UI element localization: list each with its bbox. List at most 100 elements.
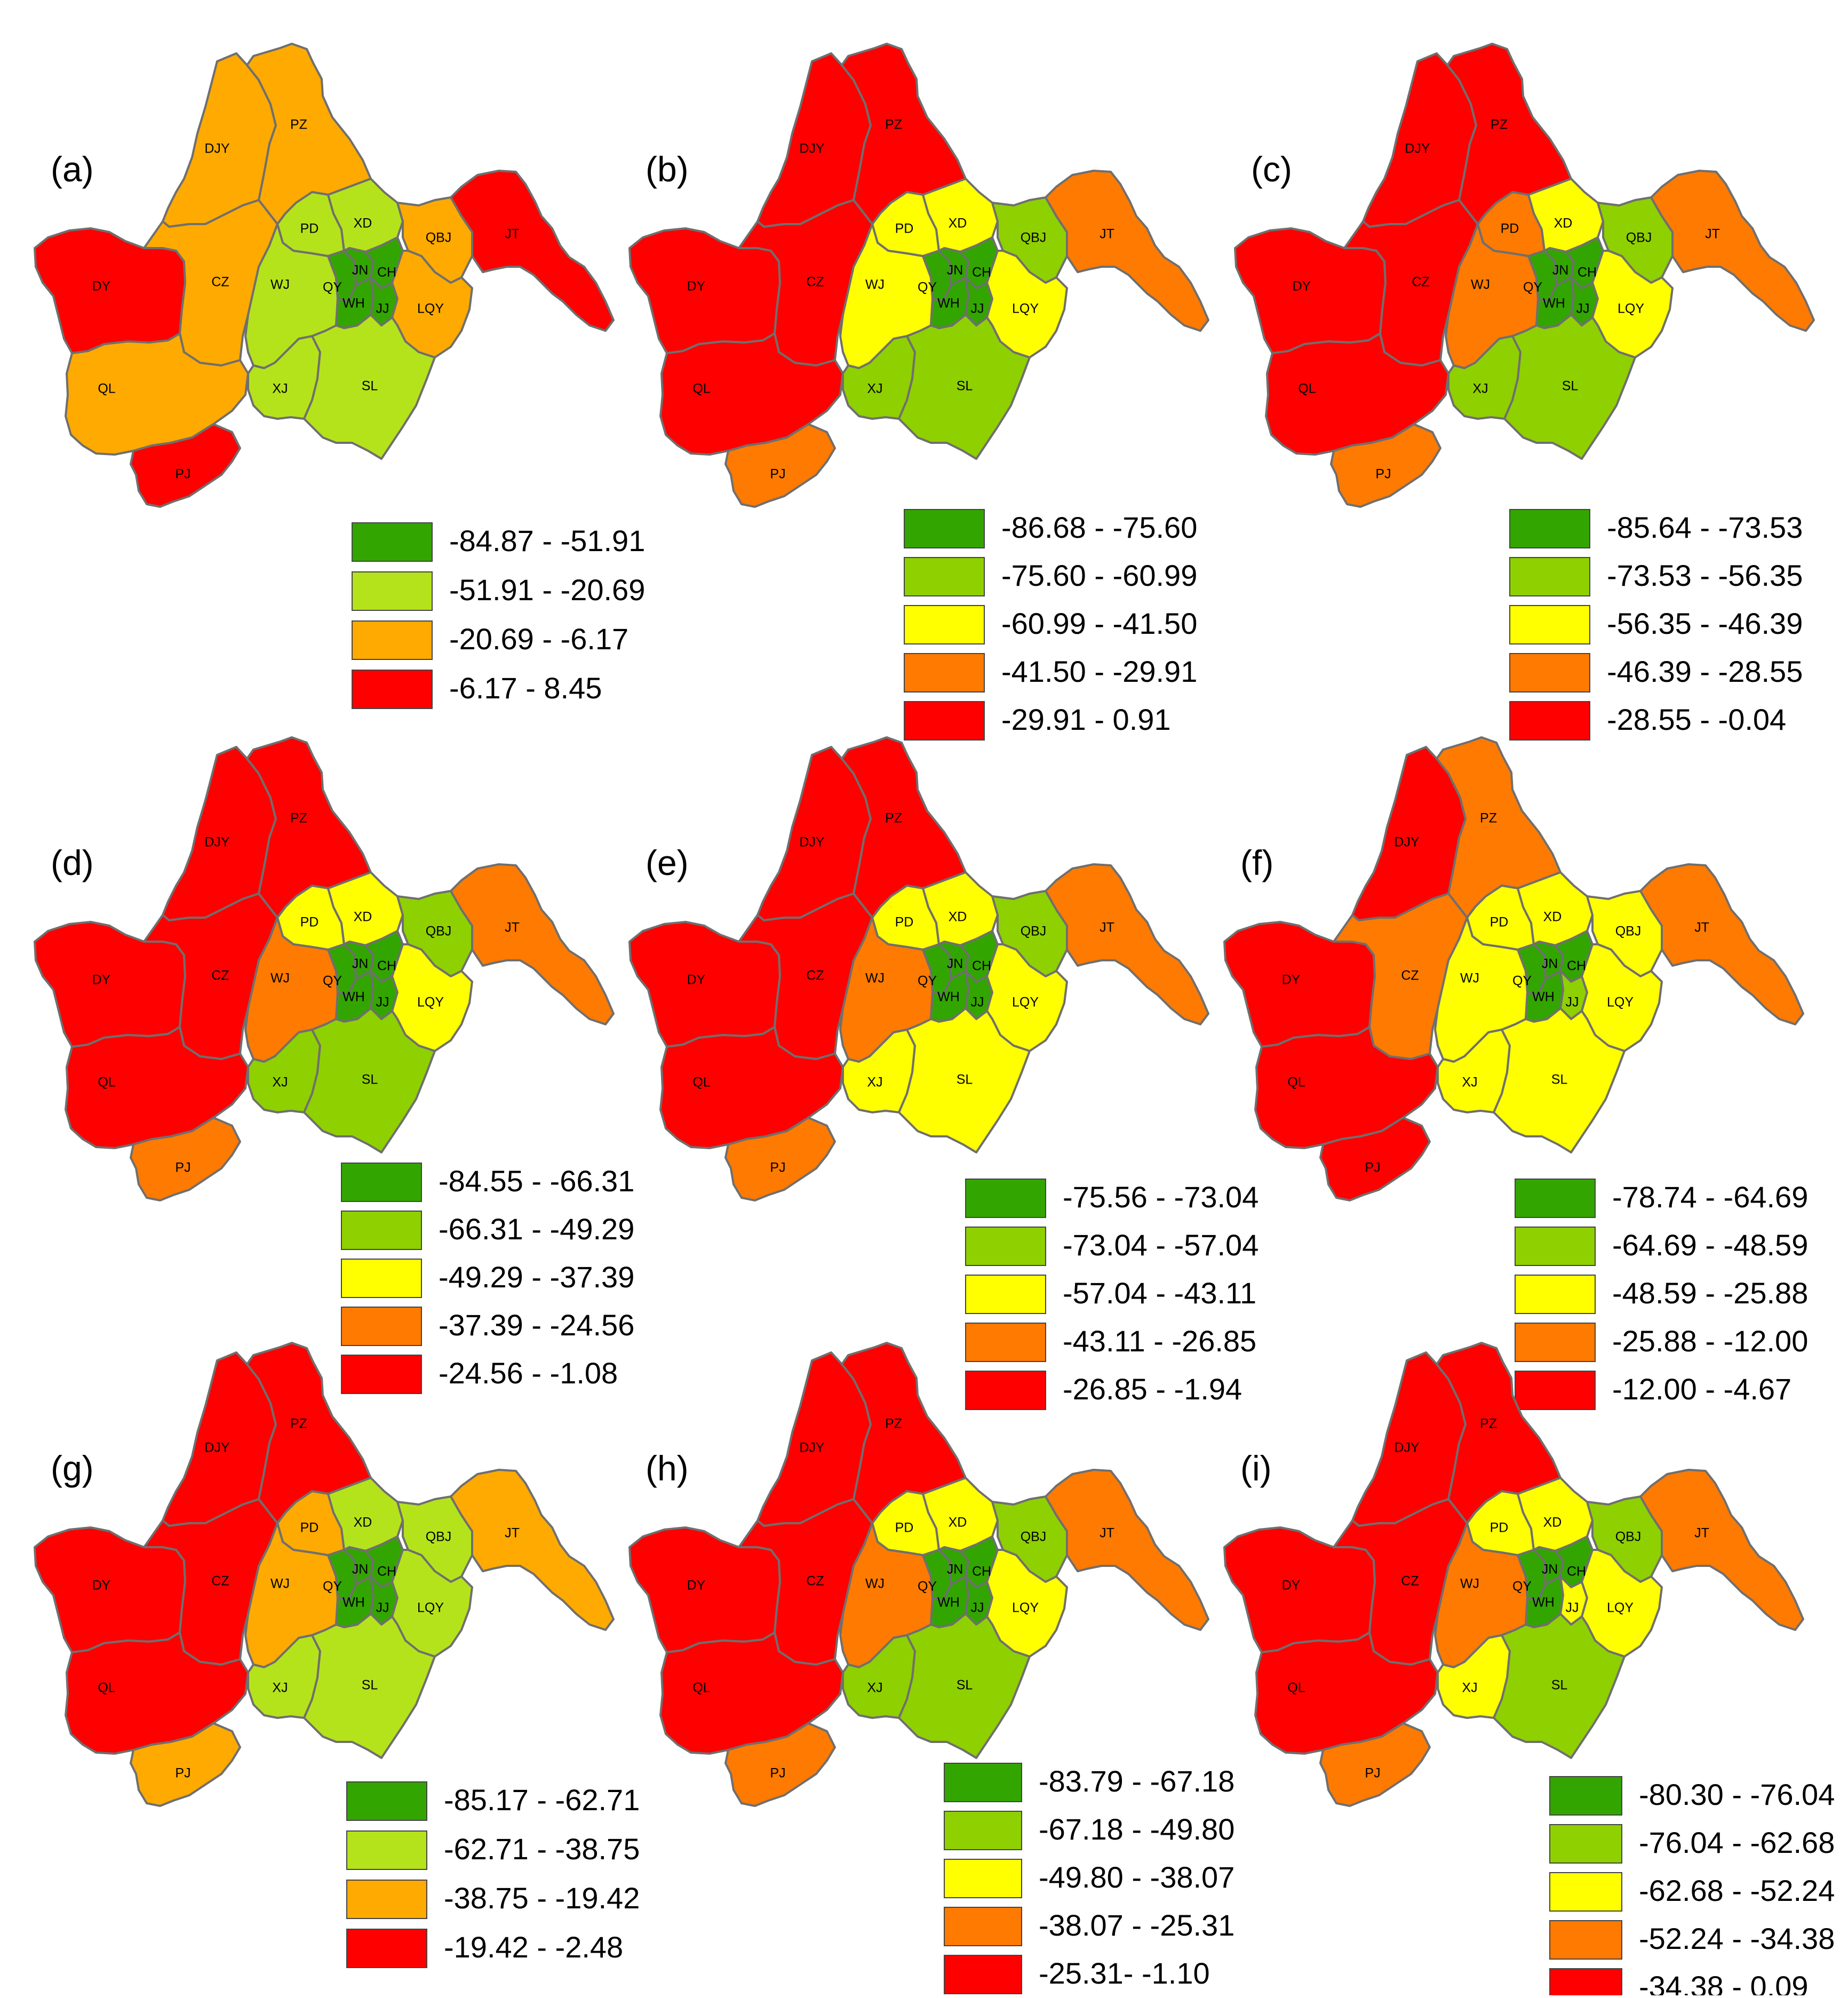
district-label-pz: PZ xyxy=(1480,1416,1497,1431)
legend-swatch xyxy=(1509,701,1590,741)
district-label-ch: CH xyxy=(972,959,991,974)
district-label-qy: QY xyxy=(918,280,937,295)
district-sl xyxy=(1503,314,1636,460)
district-label-ch: CH xyxy=(377,959,396,974)
panel-letter: (c) xyxy=(1251,149,1292,189)
district-pj xyxy=(724,1117,836,1201)
district-label-sl: SL xyxy=(1551,1072,1568,1087)
district-label-xj: XJ xyxy=(1462,1075,1477,1090)
legend-swatch xyxy=(1549,1872,1622,1912)
legend-swatch xyxy=(341,1211,422,1250)
district-ql xyxy=(659,1631,844,1755)
legend-swatch xyxy=(352,670,433,709)
legend-swatch xyxy=(341,1307,422,1346)
district-label-dy: DY xyxy=(1282,973,1301,988)
district-label-jt: JT xyxy=(1705,227,1720,242)
district-label-ch: CH xyxy=(377,1564,396,1579)
legend-swatch xyxy=(965,1371,1046,1410)
district-label-sl: SL xyxy=(1562,379,1579,394)
legend-swatch xyxy=(346,1781,427,1821)
district-label-jn: JN xyxy=(1542,1562,1558,1577)
district-label-pz: PZ xyxy=(1491,117,1508,132)
legend-swatch xyxy=(904,653,985,692)
district-label-dy: DY xyxy=(92,279,111,294)
district-label-sl: SL xyxy=(957,1072,973,1087)
legend-swatch xyxy=(1509,653,1590,692)
district-label-ch: CH xyxy=(972,265,991,280)
district-label-jn: JN xyxy=(352,957,369,972)
legend-swatch xyxy=(904,701,985,741)
district-label-ql: QL xyxy=(98,381,115,396)
legend-label: -51.91 - -20.69 xyxy=(449,573,645,607)
district-label-jj: JJ xyxy=(376,1601,389,1615)
district-label-jj: JJ xyxy=(376,301,389,316)
district-label-cz: CZ xyxy=(806,968,824,983)
district-sl xyxy=(303,1007,436,1153)
map-panel-e: (e) DJY PZ DY CZ PD XD QBJ JT WJ QY JN CH WH JJ LQY QL XJ… xyxy=(628,736,1209,1201)
district-label-dy: DY xyxy=(1293,279,1311,294)
legend-label: -38.75 - -19.42 xyxy=(444,1881,640,1915)
district-label-jj: JJ xyxy=(971,1601,984,1615)
panel-letter: (b) xyxy=(646,149,689,189)
legend-swatch xyxy=(1509,605,1590,644)
legend-swatch xyxy=(965,1275,1046,1314)
district-label-djy: DJY xyxy=(204,835,230,850)
district-label-qbj: QBJ xyxy=(1615,1530,1642,1545)
district-label-wh: WH xyxy=(937,1595,960,1610)
legend-swatch xyxy=(1549,1776,1622,1816)
district-label-pd: PD xyxy=(895,915,914,930)
legend-swatch xyxy=(346,1880,427,1919)
legend-label: -56.35 - -46.39 xyxy=(1607,607,1803,640)
district-label-jn: JN xyxy=(947,263,963,278)
district-label-jt: JT xyxy=(1694,920,1709,935)
district-ql xyxy=(659,1026,844,1149)
district-label-ch: CH xyxy=(1578,265,1597,280)
district-label-djy: DJY xyxy=(799,835,825,850)
district-sl xyxy=(303,314,436,460)
legend-label: -83.79 - -67.18 xyxy=(1039,1764,1234,1798)
district-label-jn: JN xyxy=(1552,263,1569,278)
district-label-cz: CZ xyxy=(211,1574,229,1589)
legend-swatch xyxy=(904,605,985,644)
district-label-lqy: LQY xyxy=(1607,1601,1634,1615)
legend-label: -75.60 - -60.99 xyxy=(1001,559,1197,592)
panel-letter: (d) xyxy=(51,843,94,882)
district-label-pj: PJ xyxy=(1375,467,1391,482)
district-label-ql: QL xyxy=(98,1075,115,1090)
district-label-xd: XD xyxy=(354,216,372,231)
district-label-qbj: QBJ xyxy=(1021,924,1047,939)
district-label-pj: PJ xyxy=(770,1766,785,1781)
district-label-qbj: QBJ xyxy=(1021,1530,1047,1545)
district-label-cz: CZ xyxy=(806,1574,824,1589)
district-cz xyxy=(1333,893,1468,1060)
legend-label: -78.74 - -64.69 xyxy=(1612,1180,1808,1214)
district-jt xyxy=(1045,170,1209,332)
district-label-djy: DJY xyxy=(1394,835,1420,850)
district-label-qbj: QBJ xyxy=(426,924,452,939)
legend-label: -73.53 - -56.35 xyxy=(1607,559,1803,592)
district-label-wj: WJ xyxy=(270,971,290,986)
legend-label: -85.17 - -62.71 xyxy=(444,1783,640,1817)
legend-swatch xyxy=(1515,1179,1596,1218)
district-label-qy: QY xyxy=(1523,280,1542,295)
district-label-xj: XJ xyxy=(867,1681,882,1695)
district-label-ql: QL xyxy=(692,1681,710,1695)
district-pj xyxy=(724,1722,836,1807)
legend-label: -20.69 - -6.17 xyxy=(449,622,628,656)
district-ql xyxy=(1265,332,1449,456)
district-label-xd: XD xyxy=(1543,1515,1562,1530)
district-label-jt: JT xyxy=(505,1526,520,1541)
legend-swatch xyxy=(1509,557,1590,596)
district-jt xyxy=(450,170,615,332)
legend: -86.68 - -75.60 -75.60 - -60.99 -60.99 - -… xyxy=(904,509,1197,741)
district-label-wj: WJ xyxy=(1460,1577,1479,1591)
legend-swatch xyxy=(944,1811,1022,1850)
district-sl xyxy=(1493,1613,1626,1759)
district-label-pj: PJ xyxy=(175,1766,190,1781)
district-label-qbj: QBJ xyxy=(1021,230,1047,245)
legend: -83.79 - -67.18 -67.18 - -49.80 -49.80 - -… xyxy=(944,1763,1234,1994)
legend-label: -57.04 - -43.11 xyxy=(1063,1276,1256,1310)
map-panel-f: (f) DJY PZ DY CZ PD XD QBJ JT WJ QY JN CH WH JJ LQY QL XJ… xyxy=(1223,736,1804,1201)
district-label-qy: QY xyxy=(918,1579,937,1594)
district-cz xyxy=(738,1498,873,1666)
